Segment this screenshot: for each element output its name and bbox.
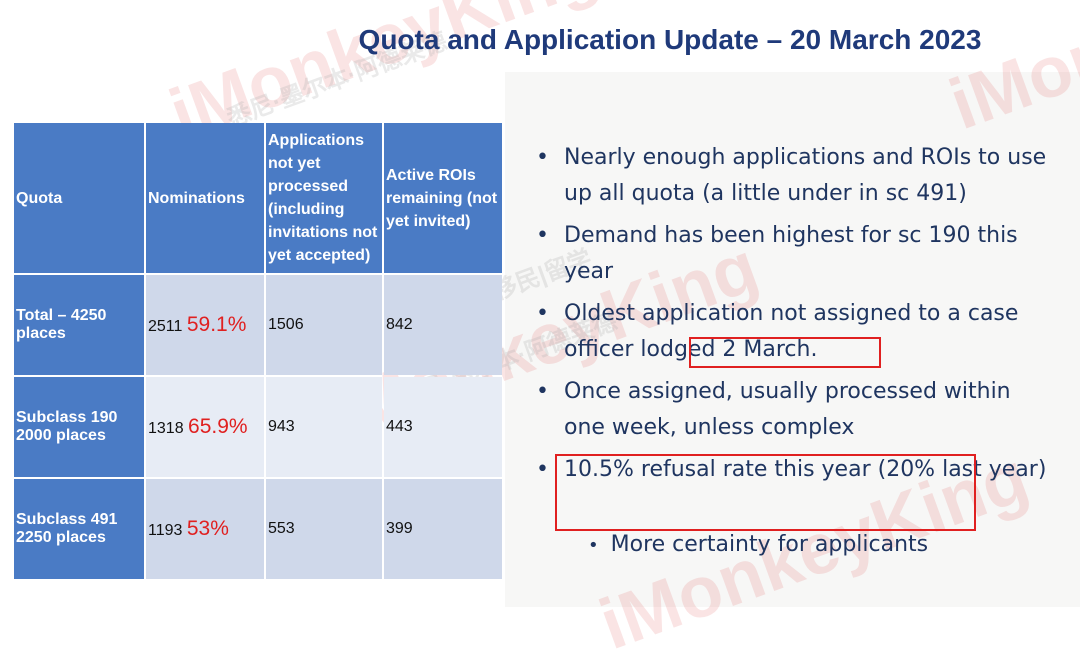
bullet-list: • Nearly enough applications and ROIs to …: [536, 140, 1056, 494]
bullet-item: • Oldest application not assigned to a ca…: [536, 296, 1056, 368]
table-row: Subclass 190 2000 places 1318 65.9% 943 …: [14, 377, 502, 477]
highlighted-date: lodged 2 March.: [640, 337, 818, 362]
nominations-percent: 59.1%: [186, 313, 247, 336]
bullet-dot-icon: •: [536, 301, 549, 326]
bullet-dot-icon: •: [536, 379, 549, 404]
applications-cell: 553: [266, 479, 382, 579]
bullet-dot-icon: •: [536, 457, 549, 482]
rois-cell: 842: [384, 275, 502, 375]
row-label: Subclass 491 2250 places: [14, 479, 144, 579]
bullet-panel-background: [505, 72, 1080, 607]
nominations-cell: 1193 53%: [146, 479, 264, 579]
nominations-cell: 2511 59.1%: [146, 275, 264, 375]
rois-cell: 443: [384, 377, 502, 477]
bullet-item: • Nearly enough applications and ROIs to …: [536, 140, 1056, 212]
applications-cell: 1506: [266, 275, 382, 375]
table-row: Subclass 491 2250 places 1193 53% 553 39…: [14, 479, 502, 579]
sub-bullet: • More certainty for applicants: [588, 532, 929, 557]
column-header-active-rois: Active ROIs remaining (not yet invited): [384, 123, 502, 273]
nominations-value: 2511: [148, 318, 183, 335]
table-row: Total – 4250 places 2511 59.1% 1506 842: [14, 275, 502, 375]
rois-cell: 399: [384, 479, 502, 579]
highlight-box-date: [689, 337, 881, 368]
row-label: Subclass 190 2000 places: [14, 377, 144, 477]
column-header-applications: Applications not yet processed (includin…: [266, 123, 382, 273]
row-label: Total – 4250 places: [14, 275, 144, 375]
nominations-cell: 1318 65.9%: [146, 377, 264, 477]
nominations-percent: 65.9%: [188, 415, 248, 438]
page-title: Quota and Application Update – 20 March …: [358, 24, 982, 55]
bullet-item: • 10.5% refusal rate this year (20% last …: [536, 452, 1056, 488]
table-header-row: Quota Nominations Applications not yet p…: [14, 123, 502, 273]
column-header-nominations: Nominations: [146, 123, 264, 273]
applications-cell: 943: [266, 377, 382, 477]
nominations-value: 1318: [148, 420, 184, 437]
nominations-value: 1193: [148, 522, 183, 539]
highlight-box-refusal: [555, 454, 976, 531]
column-header-quota: Quota: [14, 123, 144, 273]
quota-table: Quota Nominations Applications not yet p…: [12, 121, 504, 581]
bullet-dot-icon: •: [536, 223, 549, 248]
bullet-dot-icon: •: [536, 145, 549, 170]
nominations-percent: 53%: [186, 517, 229, 540]
bullet-item: • Once assigned, usually processed within…: [536, 374, 1056, 446]
bullet-dot-icon: •: [588, 535, 599, 556]
bullet-item: • Demand has been highest for sc 190 this…: [536, 218, 1056, 290]
